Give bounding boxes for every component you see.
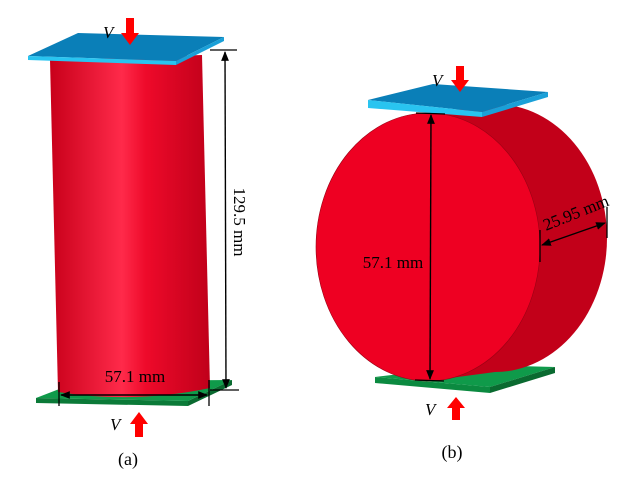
caption-a: (a) [118,449,138,470]
load-bottom-label: V [425,400,438,419]
caption-b: (b) [442,442,463,463]
up-arrow-icon [447,397,465,420]
panel-b: 57.1 mm 25.95 mm V V (b) [315,66,611,463]
top-platen [28,33,224,65]
down-arrow-icon [121,18,139,45]
load-top-label: V [432,71,445,90]
up-arrow-icon [130,412,148,437]
down-arrow-icon [451,66,469,92]
diameter-label: 57.1 mm [105,367,165,386]
diameter-dimension: 57.1 mm [363,112,446,382]
top-platen [368,84,548,117]
diameter-label: 57.1 mm [363,253,423,272]
height-dimension: 129.5 mm [210,49,249,391]
load-bottom-label: V [110,415,123,434]
height-label: 129.5 mm [230,188,249,257]
diameter-dimension: 57.1 mm [58,367,210,406]
disk-specimen [315,104,607,382]
cylinder-specimen [50,55,210,398]
load-top-label: V [103,23,116,42]
panel-a: 129.5 mm 57.1 mm V V (a) [28,18,249,470]
